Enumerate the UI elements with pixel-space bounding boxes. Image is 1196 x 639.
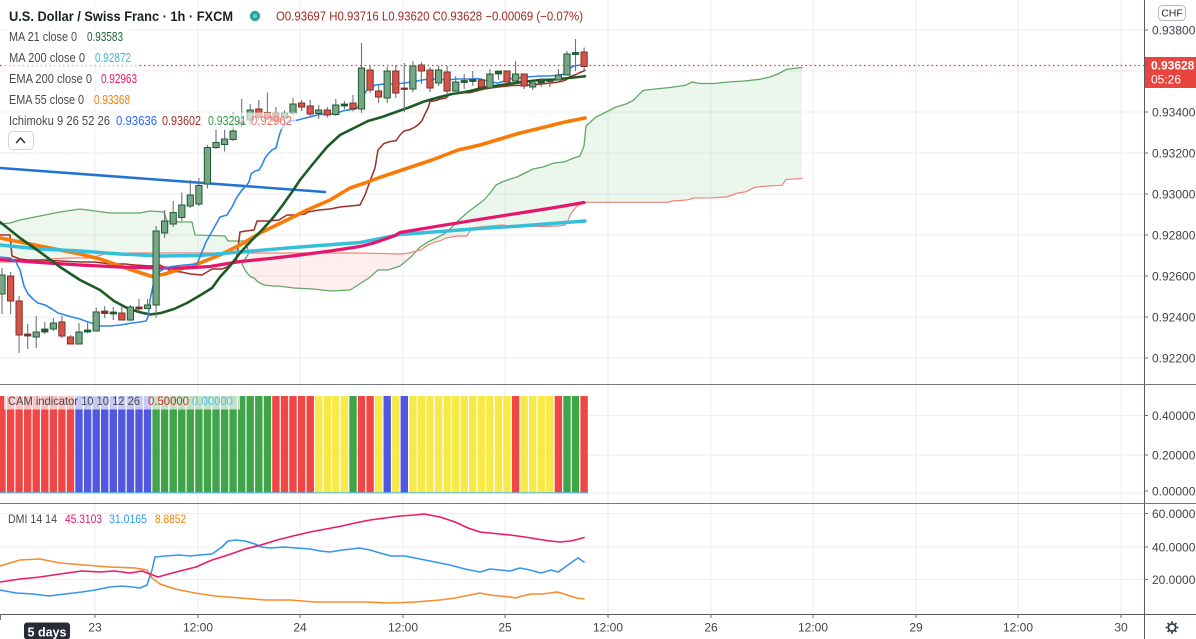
svg-text:0.00000: 0.00000 bbox=[192, 394, 233, 408]
svg-text:0.00000: 0.00000 bbox=[1152, 485, 1196, 499]
svg-text:DMI 14 14: DMI 14 14 bbox=[8, 512, 57, 526]
svg-text:29: 29 bbox=[909, 621, 923, 635]
svg-text:0.40000: 0.40000 bbox=[1152, 409, 1196, 423]
svg-text:0.93800: 0.93800 bbox=[1152, 24, 1196, 38]
svg-text:CHF: CHF bbox=[1161, 8, 1183, 20]
svg-text:12:00: 12:00 bbox=[798, 621, 828, 635]
svg-text:Ichimoku 9 26 52 26: Ichimoku 9 26 52 26 bbox=[9, 114, 110, 128]
svg-text:0.93628: 0.93628 bbox=[1151, 59, 1195, 73]
svg-text:20.0000: 20.0000 bbox=[1152, 573, 1196, 587]
svg-text:0.92200: 0.92200 bbox=[1152, 352, 1196, 366]
svg-text:0.93368: 0.93368 bbox=[94, 93, 130, 107]
svg-text:0.93636: 0.93636 bbox=[116, 114, 157, 128]
svg-text:45.3103: 45.3103 bbox=[65, 512, 102, 526]
svg-text:0.92400: 0.92400 bbox=[1152, 311, 1196, 325]
svg-text:0.20000: 0.20000 bbox=[1152, 449, 1196, 463]
svg-text:MA 200 close 0: MA 200 close 0 bbox=[9, 51, 85, 65]
svg-text:0.93583: 0.93583 bbox=[87, 30, 123, 44]
svg-text:0.92800: 0.92800 bbox=[1152, 229, 1196, 243]
svg-text:12:00: 12:00 bbox=[1003, 621, 1033, 635]
svg-text:0.93000: 0.93000 bbox=[1152, 188, 1196, 202]
svg-text:12:00: 12:00 bbox=[183, 621, 213, 635]
svg-text:U.S. Dollar / Swiss Franc · 1h: U.S. Dollar / Swiss Franc · 1h · FXCM bbox=[9, 9, 233, 25]
svg-text:O0.93697 H0.93716 L0.93620 C0.: O0.93697 H0.93716 L0.93620 C0.93628 −0.0… bbox=[276, 10, 583, 24]
svg-text:60.0000: 60.0000 bbox=[1152, 507, 1196, 521]
svg-text:40.0000: 40.0000 bbox=[1152, 541, 1196, 555]
svg-text:CAM indicator 10 10 12 26: CAM indicator 10 10 12 26 bbox=[8, 394, 140, 408]
svg-text:0.92962: 0.92962 bbox=[251, 114, 292, 128]
svg-text:12:00: 12:00 bbox=[388, 621, 418, 635]
svg-text:0.92872: 0.92872 bbox=[95, 51, 131, 65]
svg-text:26: 26 bbox=[704, 621, 718, 635]
svg-text:MA 21 close 0: MA 21 close 0 bbox=[9, 30, 77, 44]
svg-text:0.92963: 0.92963 bbox=[101, 72, 137, 86]
svg-text:25: 25 bbox=[498, 621, 512, 635]
svg-text:8.8852: 8.8852 bbox=[155, 512, 186, 526]
svg-text:30: 30 bbox=[1114, 621, 1128, 635]
svg-text:05:26: 05:26 bbox=[1151, 73, 1181, 87]
svg-text:0.93291: 0.93291 bbox=[208, 114, 246, 128]
svg-text:5 days: 5 days bbox=[28, 626, 67, 639]
svg-text:0.92600: 0.92600 bbox=[1152, 270, 1196, 284]
svg-text:12:00: 12:00 bbox=[593, 621, 623, 635]
svg-text:0.93602: 0.93602 bbox=[162, 114, 201, 128]
svg-text:24: 24 bbox=[293, 621, 307, 635]
svg-text:0.50000: 0.50000 bbox=[148, 394, 189, 408]
svg-text:0.93200: 0.93200 bbox=[1152, 147, 1196, 161]
svg-text:31.0165: 31.0165 bbox=[109, 512, 147, 526]
svg-text:EMA 200 close 0: EMA 200 close 0 bbox=[9, 72, 92, 86]
svg-text:23: 23 bbox=[88, 621, 102, 635]
svg-text:EMA 55 close 0: EMA 55 close 0 bbox=[9, 93, 84, 107]
svg-text:0.93400: 0.93400 bbox=[1152, 106, 1196, 120]
